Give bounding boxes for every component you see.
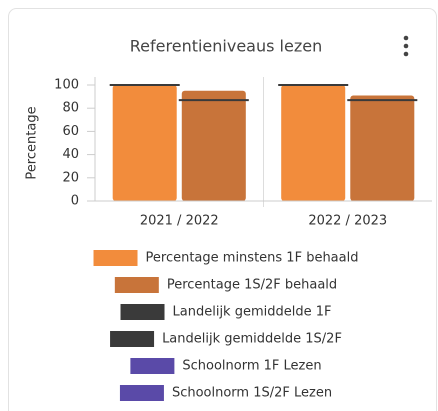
legend-label: Landelijk gemiddelde 1F [173, 305, 332, 320]
legend-swatch [110, 331, 155, 347]
y-tick-label: 20 [62, 170, 79, 185]
legend-label: Percentage minstens 1F behaald [146, 251, 359, 266]
legend-label: Schoolnorm 1S/2F Lezen [172, 386, 332, 401]
menu-dot [403, 51, 409, 57]
legend-swatch [119, 385, 164, 401]
y-tick-label: 0 [71, 194, 79, 209]
legend-swatch [130, 358, 175, 374]
bar [112, 85, 177, 201]
x-tick-label: 2021 / 2022 [140, 214, 219, 229]
y-tick-label: 60 [62, 124, 79, 139]
bar [281, 85, 346, 201]
y-tick-label: 80 [62, 101, 79, 116]
legend-swatch [93, 250, 138, 266]
bar [350, 95, 415, 201]
menu-dot [403, 35, 409, 41]
legend-label: Percentage 1S/2F behaald [167, 278, 337, 293]
y-axis-label: Percentage [25, 106, 40, 179]
menu-dot [403, 43, 409, 49]
bar [181, 90, 246, 201]
x-tick-label: 2022 / 2023 [308, 214, 387, 229]
y-tick-label: 40 [62, 147, 79, 162]
legend-label: Landelijk gemiddelde 1S/2F [162, 332, 342, 347]
legend-swatch [120, 304, 165, 320]
legend-swatch [114, 277, 159, 293]
card-border [8, 8, 437, 411]
chart-title: Referentieniveaus lezen [130, 37, 322, 56]
legend-label: Schoolnorm 1F Lezen [182, 359, 321, 374]
menu-button[interactable] [403, 35, 409, 57]
y-tick-label: 100 [54, 78, 79, 93]
